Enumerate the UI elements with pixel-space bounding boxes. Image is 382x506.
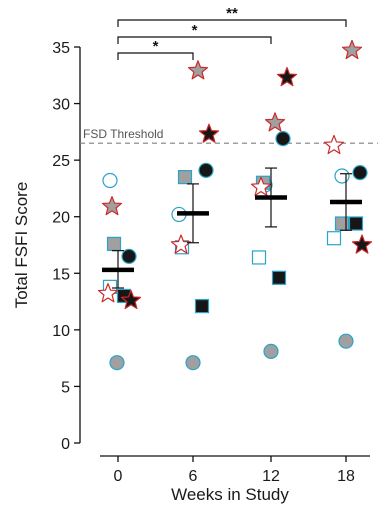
data-point-circle-open [334, 168, 350, 184]
x-tick-label: 12 [262, 468, 280, 485]
y-tick-label: 0 [61, 436, 70, 453]
data-point-circle-black [275, 131, 291, 147]
data-point-square-black [194, 298, 210, 314]
y-tick-label: 15 [52, 266, 70, 283]
threshold-label: FSD Threshold [83, 127, 163, 141]
y-tick-label: 25 [52, 153, 70, 170]
mean-error-bar [255, 167, 287, 228]
y-axis-title: Total FSFI Score [12, 182, 31, 309]
significance-bracket [117, 52, 194, 60]
mean-error-bar [102, 250, 134, 289]
data-point-star-gray [101, 195, 123, 216]
data-points [97, 39, 373, 371]
mean-error-bar [177, 183, 209, 244]
x-axis: 0 6 12 18 [100, 455, 370, 485]
data-point-square-black [271, 270, 287, 285]
data-point-circle-gray [338, 333, 354, 349]
data-point-circle-gray [109, 355, 125, 371]
data-point-star-black [198, 123, 220, 143]
data-point-circle-black [121, 248, 137, 264]
y-tick-label: 5 [61, 379, 70, 396]
data-point-circle-open [102, 172, 118, 189]
y-axis: 0 5 10 15 20 25 30 35 [52, 40, 81, 453]
data-point-star-gray [341, 39, 363, 60]
data-point-star-black [276, 66, 298, 87]
mean-error-bar [330, 173, 362, 231]
x-tick-label: 18 [337, 468, 355, 485]
significance-label: ** [226, 5, 238, 22]
data-point-star-open [97, 283, 119, 303]
data-point-square-black [348, 216, 364, 231]
data-point-star-black [351, 234, 373, 254]
data-point-star-gray [187, 60, 209, 80]
y-tick-label: 20 [52, 210, 70, 227]
data-point-square-open [326, 231, 342, 246]
data-point-star-open [170, 234, 192, 254]
data-point-square-gray [177, 170, 193, 185]
x-axis-title: Weeks in Study [171, 485, 289, 504]
data-point-star-open [250, 176, 272, 196]
y-tick-label: 10 [52, 323, 70, 340]
data-point-circle-black [352, 164, 368, 181]
y-tick-label: 30 [52, 97, 70, 114]
data-point-circle-black [198, 162, 214, 178]
mean-error-bars [102, 167, 362, 289]
data-point-circle-gray [263, 343, 279, 359]
y-tick-label: 35 [52, 40, 70, 57]
significance-bracket [117, 19, 347, 27]
data-point-star-black [120, 289, 142, 310]
x-tick-label: 0 [114, 468, 123, 485]
data-point-star-open [323, 134, 345, 155]
data-point-square-open [251, 250, 267, 265]
data-point-circle-gray [185, 355, 201, 371]
x-tick-label: 6 [189, 468, 198, 485]
significance-bracket [117, 36, 272, 44]
significance-label: * [153, 38, 159, 55]
significance-label: * [192, 22, 198, 39]
data-point-star-gray [264, 112, 286, 132]
significance-brackets: **** [117, 5, 347, 60]
threshold: FSD Threshold [80, 127, 378, 144]
data-point-square-gray [106, 236, 122, 251]
